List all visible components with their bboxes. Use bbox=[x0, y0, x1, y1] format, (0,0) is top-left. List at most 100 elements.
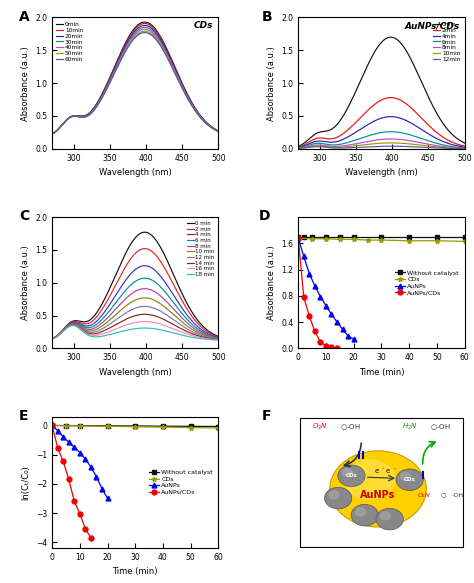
Circle shape bbox=[351, 504, 378, 526]
CDs bbox=[309, 236, 315, 243]
10min bbox=[147, 22, 153, 29]
10 min bbox=[125, 301, 130, 308]
Without catalyst bbox=[63, 422, 69, 429]
12 min bbox=[161, 310, 166, 317]
16 min bbox=[79, 326, 84, 333]
12min bbox=[325, 144, 330, 151]
60min bbox=[147, 31, 153, 38]
4min bbox=[325, 139, 330, 146]
8min bbox=[394, 136, 400, 143]
2 min bbox=[125, 260, 130, 267]
10min bbox=[161, 40, 166, 47]
Text: B: B bbox=[262, 9, 272, 23]
Text: $H_2N$: $H_2N$ bbox=[402, 422, 418, 433]
AuNPs/CDs bbox=[49, 422, 55, 429]
12 min bbox=[125, 308, 130, 315]
AuNPs bbox=[82, 455, 88, 462]
CDs bbox=[351, 236, 356, 243]
40min bbox=[147, 28, 153, 35]
6 min bbox=[142, 275, 147, 282]
0 min bbox=[79, 318, 84, 325]
CDs bbox=[105, 423, 110, 430]
6 min bbox=[147, 276, 153, 283]
4 min bbox=[92, 319, 98, 326]
12min bbox=[462, 145, 467, 152]
30min bbox=[175, 73, 181, 80]
Without catalyst bbox=[295, 233, 301, 240]
10min bbox=[79, 113, 84, 120]
10min bbox=[394, 139, 400, 146]
4 min bbox=[175, 298, 181, 305]
10 min bbox=[92, 326, 98, 333]
40min bbox=[92, 105, 98, 112]
AuNPs bbox=[351, 336, 356, 343]
40min bbox=[125, 42, 130, 49]
Text: -OH: -OH bbox=[451, 493, 464, 498]
12 min bbox=[147, 304, 153, 311]
Text: $\bigcirc$: $\bigcirc$ bbox=[439, 491, 447, 500]
CDs bbox=[77, 422, 82, 429]
Line: 0min: 0min bbox=[298, 37, 465, 146]
Text: $\bigcirc$-OH: $\bigcirc$-OH bbox=[340, 422, 360, 432]
Text: -: - bbox=[382, 466, 384, 471]
10 min bbox=[147, 295, 153, 302]
Without catalyst bbox=[105, 422, 110, 429]
AuNPs bbox=[323, 302, 329, 309]
8 min bbox=[92, 324, 98, 331]
0min bbox=[388, 34, 393, 41]
2 min bbox=[216, 333, 221, 340]
Line: 10min: 10min bbox=[298, 143, 465, 149]
6min bbox=[371, 131, 376, 138]
50min bbox=[79, 114, 84, 121]
6min bbox=[407, 131, 412, 138]
0min bbox=[49, 131, 55, 138]
CDs bbox=[434, 237, 440, 244]
Text: e: e bbox=[386, 468, 390, 474]
Line: AuNPs/CDs: AuNPs/CDs bbox=[296, 236, 339, 350]
Without catalyst bbox=[309, 233, 315, 240]
0min bbox=[142, 19, 147, 26]
Circle shape bbox=[342, 469, 352, 476]
Circle shape bbox=[329, 491, 339, 499]
18 min bbox=[125, 326, 130, 333]
CDs bbox=[160, 424, 166, 431]
6min bbox=[388, 128, 393, 135]
10min bbox=[125, 37, 130, 44]
4min bbox=[388, 113, 393, 120]
AuNPs bbox=[99, 485, 105, 492]
AuNPs bbox=[77, 449, 82, 456]
0min bbox=[147, 20, 153, 27]
10min bbox=[421, 142, 427, 149]
Y-axis label: Absorbance (a.u.): Absorbance (a.u.) bbox=[20, 245, 29, 320]
Y-axis label: ln(Cₜ/C₀): ln(Cₜ/C₀) bbox=[21, 465, 30, 500]
Text: CDs: CDs bbox=[346, 473, 357, 478]
AuNPs/CDs bbox=[72, 498, 77, 505]
2 min bbox=[79, 319, 84, 326]
50min bbox=[125, 44, 130, 51]
12 min bbox=[175, 319, 181, 326]
AuNPs bbox=[55, 427, 61, 434]
4min bbox=[407, 119, 412, 126]
12min bbox=[371, 143, 376, 150]
2 min bbox=[142, 245, 147, 252]
4 min bbox=[161, 276, 166, 283]
6 min bbox=[161, 286, 166, 293]
6 min bbox=[92, 322, 98, 329]
16 min bbox=[125, 321, 130, 328]
0min bbox=[338, 116, 344, 123]
8 min bbox=[49, 335, 55, 342]
14 min bbox=[175, 324, 181, 331]
Line: 0min: 0min bbox=[52, 22, 219, 134]
0min bbox=[175, 70, 181, 77]
AuNPs/CDs bbox=[312, 328, 318, 335]
10 min bbox=[216, 335, 221, 342]
2min bbox=[371, 102, 376, 109]
8min bbox=[295, 145, 301, 152]
AuNPs bbox=[105, 495, 110, 502]
AuNPs bbox=[345, 332, 351, 339]
2min bbox=[295, 144, 301, 151]
Legend: 0min, 10min, 20min, 30min, 40min, 50min, 60min: 0min, 10min, 20min, 30min, 40min, 50min,… bbox=[55, 20, 85, 64]
0 min bbox=[49, 335, 55, 342]
4min bbox=[394, 114, 400, 121]
40min bbox=[161, 44, 166, 51]
